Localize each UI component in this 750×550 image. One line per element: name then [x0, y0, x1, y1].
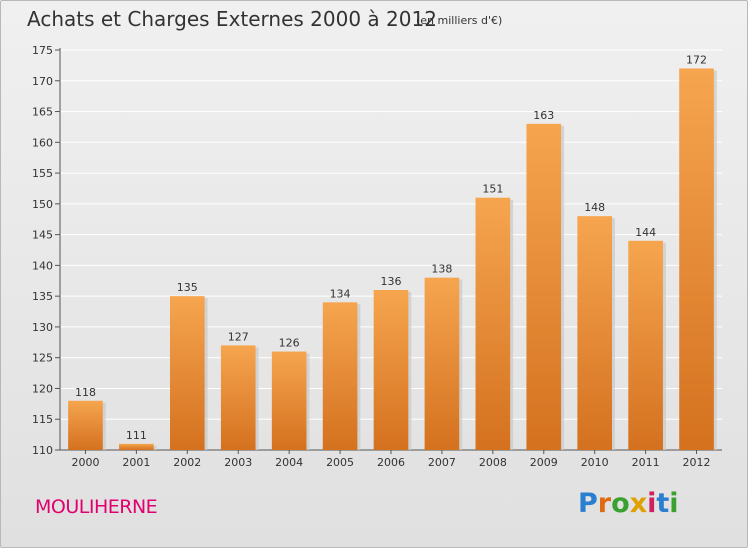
bar-value-label: 135: [177, 281, 198, 294]
bar: [68, 400, 103, 450]
y-tick-label: 170: [32, 75, 53, 88]
bar: [577, 216, 613, 450]
bar: [628, 240, 663, 450]
logo-letter: P: [578, 488, 598, 519]
x-tick-label: 2003: [224, 456, 252, 469]
value-labels: 118 111 135 127 126 134 136 138 151 163 148 144 172: [75, 53, 707, 441]
bar-value-label: 163: [533, 109, 554, 122]
logo-letter: o: [611, 488, 630, 519]
bar: [373, 290, 409, 450]
x-tick-label: 2012: [683, 456, 711, 469]
bar-value-label: 126: [279, 337, 300, 350]
x-tick-label: 2006: [377, 456, 405, 469]
y-tick-label: 145: [32, 229, 53, 242]
bar-value-label: 138: [431, 263, 452, 276]
x-tick-label: 2004: [275, 456, 303, 469]
y-tick-label: 125: [32, 352, 53, 365]
y-tick-label: 130: [32, 321, 53, 334]
x-tick-label: 2000: [71, 456, 99, 469]
x-tick-label: 2009: [530, 456, 558, 469]
y-tick-label: 155: [32, 167, 53, 180]
bar-value-label: 144: [635, 226, 656, 239]
y-tick-label: 165: [32, 106, 53, 119]
y-tick-label: 110: [32, 444, 53, 457]
x-tick-label: 2002: [173, 456, 201, 469]
bar-value-label: 151: [482, 183, 503, 196]
bar: [679, 68, 714, 450]
y-tick-label: 175: [32, 44, 53, 57]
logo-letter: i: [647, 488, 657, 519]
bar: [169, 296, 205, 450]
bar: [119, 443, 154, 450]
chart-unit: (en milliers d'€): [416, 14, 503, 27]
logo-letter: i: [669, 488, 679, 519]
bars: [68, 68, 717, 450]
bar-value-label: 148: [584, 201, 605, 214]
y-tick-label: 150: [32, 198, 53, 211]
y-tick-label: 135: [32, 290, 53, 303]
proxiti-logo: Proxiti: [578, 488, 679, 519]
logo-letter: r: [597, 488, 612, 519]
bar-value-label: 111: [126, 429, 147, 442]
x-tick-label: 2001: [122, 456, 150, 469]
logo-letter: t: [656, 488, 670, 519]
tick-labels: 110 115 120 125 130 135 140 145 150 155 160 165 170 1…: [32, 44, 711, 469]
place-name: MOULIHERNE: [35, 496, 158, 518]
bar-value-label: 136: [381, 275, 402, 288]
bar-value-label: 172: [686, 53, 707, 66]
bar: [526, 123, 562, 450]
chart-title: Achats et Charges Externes 2000 à 2012: [27, 7, 437, 31]
bar: [424, 277, 460, 450]
x-tick-label: 2005: [326, 456, 354, 469]
bar-value-label: 127: [228, 330, 249, 343]
y-tick-label: 140: [32, 259, 53, 272]
bar: [322, 302, 358, 450]
y-tick-label: 115: [32, 413, 53, 426]
bar-value-label: 134: [330, 287, 351, 300]
bar: [220, 345, 256, 450]
y-tick-label: 120: [32, 382, 53, 395]
x-tick-label: 2011: [632, 456, 660, 469]
bar: [475, 197, 511, 450]
x-tick-label: 2008: [479, 456, 507, 469]
x-tick-label: 2010: [581, 456, 609, 469]
y-tick-label: 160: [32, 136, 53, 149]
logo-letter: x: [629, 488, 648, 519]
x-tick-label: 2007: [428, 456, 456, 469]
bar-value-label: 118: [75, 386, 96, 399]
bar: [271, 351, 307, 450]
